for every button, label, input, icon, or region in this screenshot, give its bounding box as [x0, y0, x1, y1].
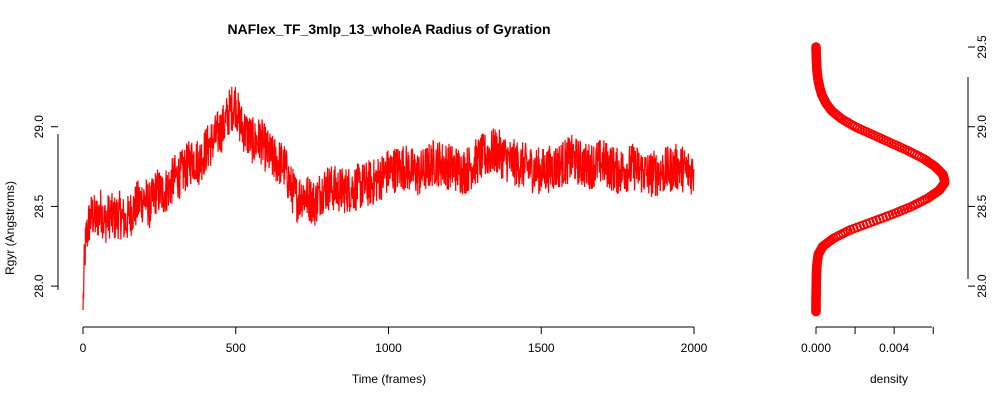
rgyr-series-line — [82, 86, 695, 311]
x-tick-label: 1500 — [528, 341, 555, 355]
density-x-tick-label: 0.004 — [879, 341, 909, 355]
x-tick-label: 0 — [80, 341, 87, 355]
density-point — [811, 42, 821, 52]
density-y-tick-label: 29.0 — [975, 115, 989, 139]
x-tick-label: 1000 — [375, 341, 402, 355]
density-x-axis-label: density — [870, 372, 908, 386]
x-ticks: 0 500 1000 1500 2000 — [80, 327, 708, 355]
y-tick-label: 28.0 — [32, 274, 46, 298]
x-axis-label: Time (frames) — [352, 372, 426, 386]
density-plot: 0.000 0.004 28.0 28.5 29.0 29.5 density — [801, 35, 989, 386]
x-tick-label: 500 — [226, 341, 246, 355]
density-y-tick-label: 29.5 — [975, 35, 989, 59]
chart-title: NAFlex_TF_3mlp_13_wholeA Radius of Gyrat… — [227, 21, 550, 37]
y-tick-label: 28.5 — [32, 194, 46, 218]
density-points — [811, 42, 950, 317]
density-y-ticks: 28.0 28.5 29.0 29.5 — [968, 35, 989, 298]
density-x-ticks: 0.000 0.004 — [801, 327, 934, 355]
y-tick-label: 29.0 — [32, 115, 46, 139]
density-x-tick-label: 0.000 — [801, 341, 831, 355]
density-y-tick-label: 28.5 — [975, 194, 989, 218]
density-y-tick-label: 28.0 — [975, 274, 989, 298]
y-ticks: 28.0 28.5 29.0 — [32, 115, 58, 298]
x-tick-label: 2000 — [681, 341, 708, 355]
time-series-plot: 0 500 1000 1500 2000 28.0 28.5 29.0 Time (fram… — [3, 86, 708, 386]
y-axis-label: Rgyr (Angstroms) — [3, 181, 17, 275]
